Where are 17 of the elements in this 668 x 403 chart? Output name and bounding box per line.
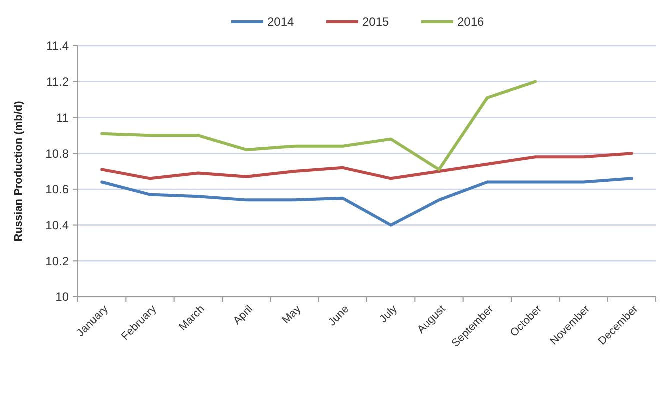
legend-label: 2015 — [362, 15, 390, 30]
x-tick-label: May — [280, 303, 304, 327]
y-tick-label: 10.6 — [46, 182, 70, 197]
y-tick-label: 11 — [56, 110, 70, 125]
line-series — [100, 80, 538, 172]
y-tick-label: 11.2 — [46, 75, 70, 90]
line-series — [100, 177, 634, 227]
y-tick-label: 10.2 — [46, 254, 70, 268]
legend-label: 2014 — [268, 15, 295, 30]
y-axis-title: Russian Production (mb/d) — [13, 100, 25, 242]
y-tick-label: 10 — [56, 290, 70, 304]
x-tick-label: July — [378, 303, 400, 326]
y-tick-label: 10.4 — [46, 218, 70, 232]
y-tick-label: 10.8 — [46, 146, 70, 161]
line-series — [100, 152, 634, 180]
y-tick-label: 11.4 — [46, 39, 70, 54]
legend-label: 2016 — [458, 15, 485, 30]
